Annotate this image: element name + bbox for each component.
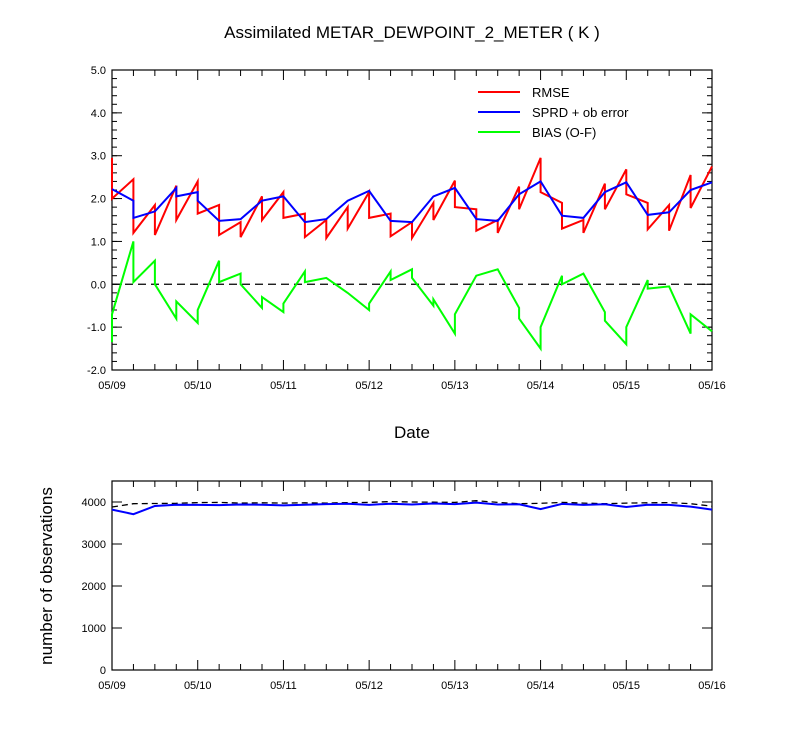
top-y-tick-label: -2.0 xyxy=(87,365,106,377)
y-axis-title-observations: number of observations xyxy=(37,487,56,665)
legend-label-0: RMSE xyxy=(532,85,570,100)
top-x-tick-label: 05/13 xyxy=(441,380,469,392)
bottom-plot-frame xyxy=(111,480,713,671)
bottom-x-tick-label: 05/10 xyxy=(184,680,212,692)
bottom-x-tick-label: 05/15 xyxy=(613,680,641,692)
top-y-tick-label: 5.0 xyxy=(91,65,106,77)
top-x-tick-label: 05/12 xyxy=(355,380,383,392)
legend-label-2: BIAS (O-F) xyxy=(532,125,596,140)
legend-label-1: SPRD + ob error xyxy=(532,105,629,120)
top-x-tick-label: 05/09 xyxy=(98,380,126,392)
top-x-tick-label: 05/16 xyxy=(698,380,726,392)
bottom-x-tick-label: 05/13 xyxy=(441,680,469,692)
bottom-x-tick-label: 05/14 xyxy=(527,680,555,692)
chart-title: Assimilated METAR_DEWPOINT_2_METER ( K ) xyxy=(224,23,600,42)
top-series-line-0 xyxy=(111,157,713,242)
top-x-tick-label: 05/10 xyxy=(184,380,212,392)
top-x-tick-label: 05/11 xyxy=(270,380,297,392)
bottom-x-tick-label: 05/16 xyxy=(698,680,726,692)
bottom-series-line-0 xyxy=(111,500,713,508)
top-series-line-2 xyxy=(111,241,713,352)
bottom-series-line-1 xyxy=(111,501,713,516)
x-axis-title: Date xyxy=(394,423,430,442)
top-y-tick-label: 0.0 xyxy=(91,279,106,291)
bottom-x-tick-label: 05/09 xyxy=(98,680,126,692)
top-x-tick-label: 05/15 xyxy=(613,380,641,392)
bottom-y-tick-label: 0 xyxy=(100,665,106,677)
top-y-tick-label: -1.0 xyxy=(87,322,106,334)
top-y-tick-label: 1.0 xyxy=(91,236,106,248)
top-y-tick-label: 4.0 xyxy=(91,108,106,120)
bottom-x-tick-label: 05/11 xyxy=(270,680,297,692)
bottom-y-tick-label: 4000 xyxy=(82,497,106,509)
bottom-x-tick-label: 05/12 xyxy=(355,680,383,692)
top-x-tick-label: 05/14 xyxy=(527,380,555,392)
top-y-tick-label: 3.0 xyxy=(91,151,106,163)
top-series-line-1 xyxy=(111,180,713,224)
bottom-y-tick-label: 2000 xyxy=(82,581,106,593)
bottom-y-tick-label: 1000 xyxy=(82,623,106,635)
bottom-y-tick-label: 3000 xyxy=(82,539,106,551)
top-y-tick-label: 2.0 xyxy=(91,194,106,206)
